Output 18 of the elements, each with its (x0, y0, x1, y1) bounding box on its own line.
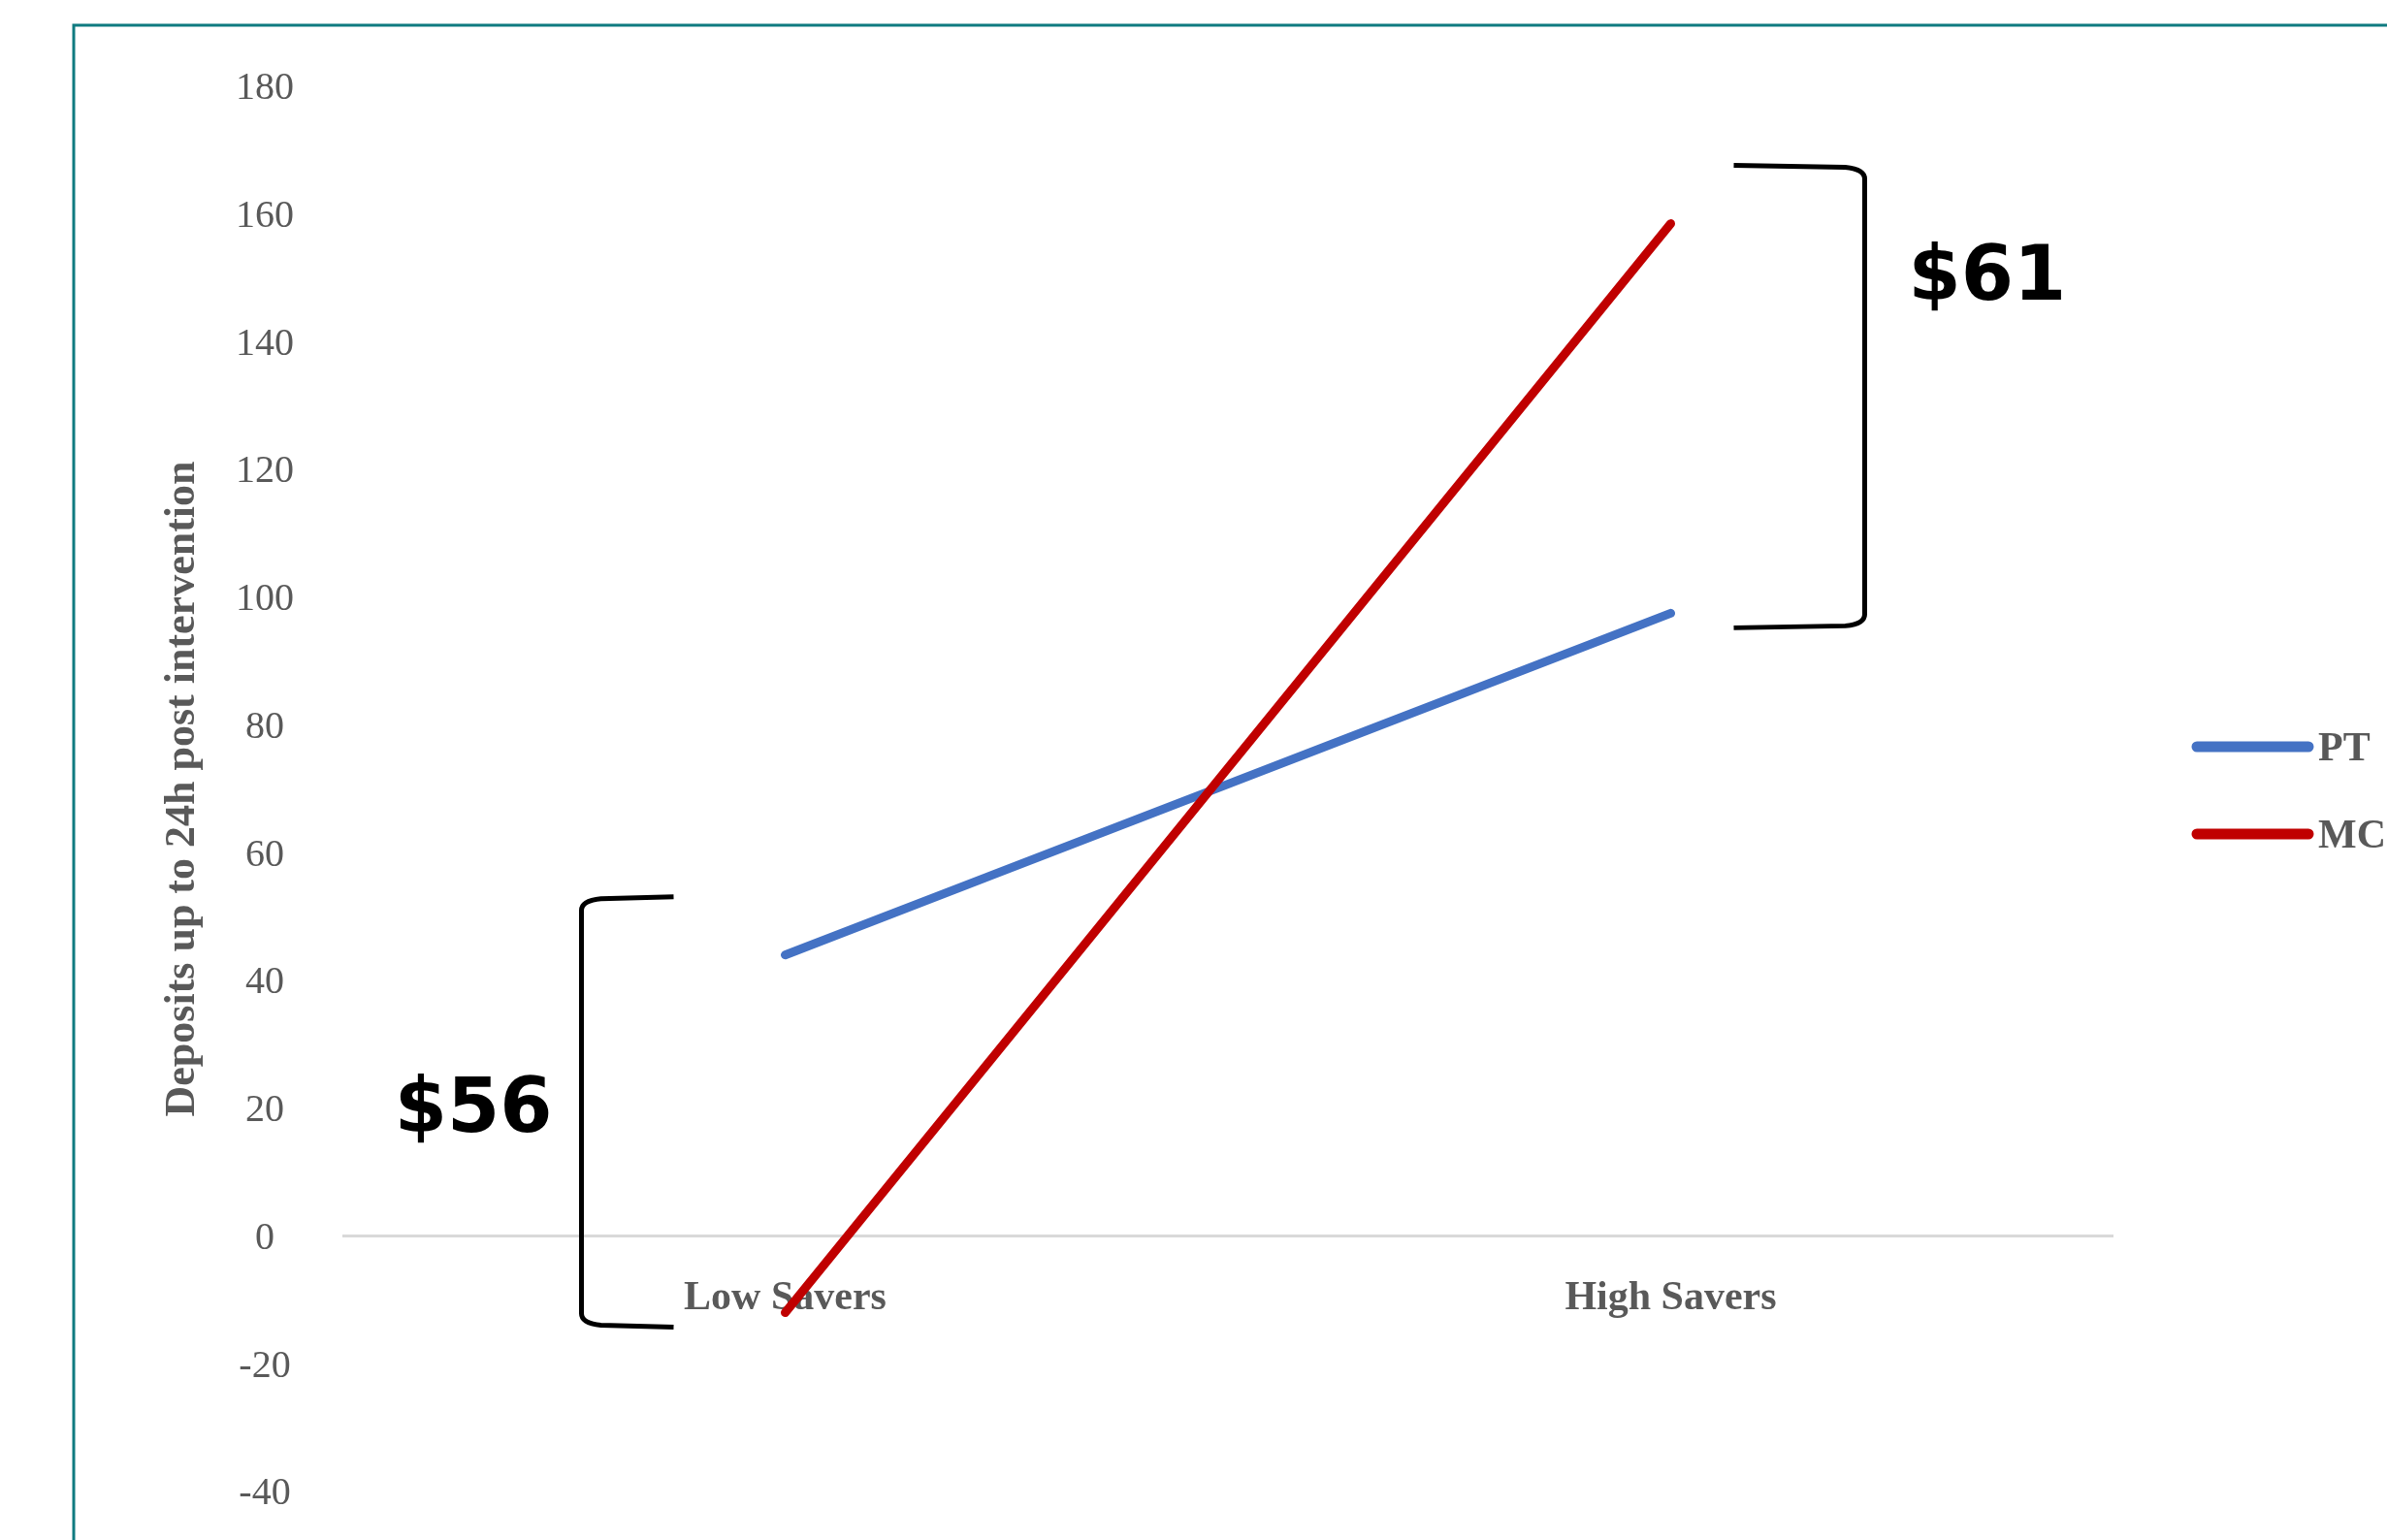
legend-label: MC (2318, 812, 2386, 856)
y-tick-label: -40 (239, 1469, 291, 1514)
x-tick-label: High Savers (1564, 1272, 1777, 1318)
y-tick-label: 120 (236, 447, 294, 492)
y-axis-title: Deposits up to 24h post intervention (156, 461, 204, 1117)
y-tick-label: 100 (236, 575, 294, 620)
y-tick-label: 60 (245, 830, 284, 875)
y-tick-label: 0 (255, 1213, 274, 1258)
y-tick-label: 40 (245, 958, 284, 1003)
y-tick-label: 80 (245, 702, 284, 747)
y-tick-label: 160 (236, 192, 294, 237)
y-tick-label: 140 (236, 319, 294, 364)
annotation: $56 (394, 1061, 553, 1149)
y-tick-label: 20 (245, 1086, 284, 1131)
annotation: $61 (1908, 229, 2067, 317)
y-tick-label: 180 (236, 64, 294, 109)
y-tick-label: -20 (239, 1341, 291, 1386)
legend-label: PT (2318, 724, 2371, 769)
